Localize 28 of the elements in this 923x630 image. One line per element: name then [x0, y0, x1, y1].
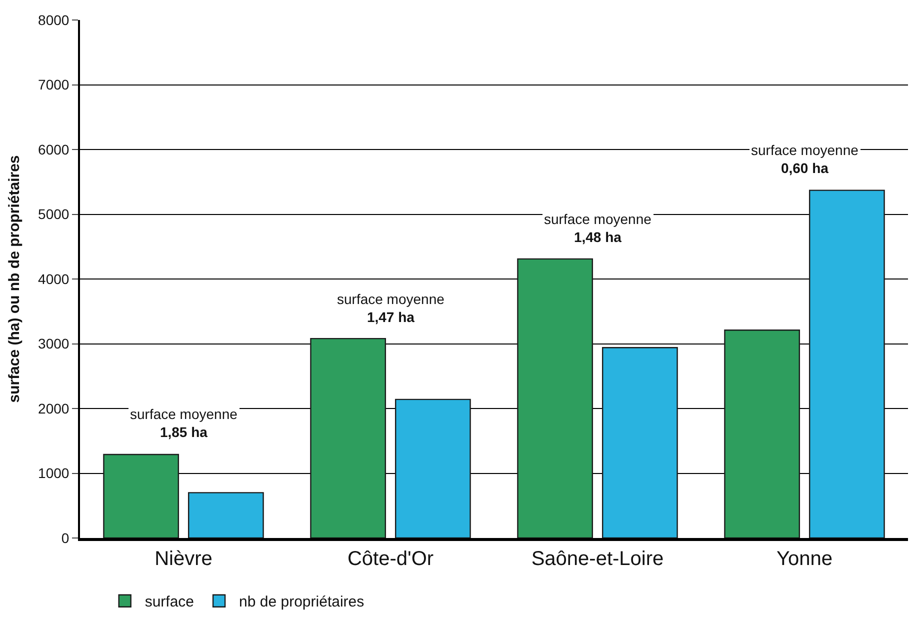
- annotation: surface moyenne 0,60 ha: [751, 142, 859, 176]
- bar: [394, 398, 471, 538]
- x-tick-label: Nièvre: [154, 548, 212, 570]
- y-tick-label: 5000: [38, 206, 70, 222]
- y-tick-label: 1000: [38, 465, 70, 482]
- x-tick-label: Saône-et-Loire: [531, 548, 664, 570]
- annotation: surface moyenne 1,47 ha: [337, 291, 445, 326]
- y-tick-label: 7000: [38, 76, 70, 93]
- legend-label: surface: [144, 594, 194, 611]
- bar: [602, 347, 678, 538]
- annotation: surface moyenne 1,48 ha: [544, 211, 652, 246]
- annotation: surface moyenne 1,85 ha: [130, 406, 238, 440]
- x-tick-label: Côte-d'Or: [347, 548, 434, 570]
- y-tick-label: 4000: [38, 270, 70, 287]
- y-tick-label: 2000: [38, 400, 70, 416]
- legend-label: nb de propriétaires: [239, 594, 364, 611]
- bar: [724, 330, 800, 538]
- x-tick-label: Yonne: [776, 548, 832, 570]
- y-tick-label: 6000: [38, 141, 70, 158]
- bar: [808, 190, 885, 538]
- bar: [188, 492, 264, 538]
- y-axis-title: surface (ha) ou nb de propriétaires: [6, 155, 23, 403]
- y-tick-label: 0: [61, 530, 70, 546]
- bar: [103, 454, 180, 538]
- y-tick-label: 8000: [38, 12, 70, 28]
- bar: [310, 338, 386, 538]
- y-tick-label: 3000: [38, 336, 70, 352]
- bar: [517, 258, 594, 538]
